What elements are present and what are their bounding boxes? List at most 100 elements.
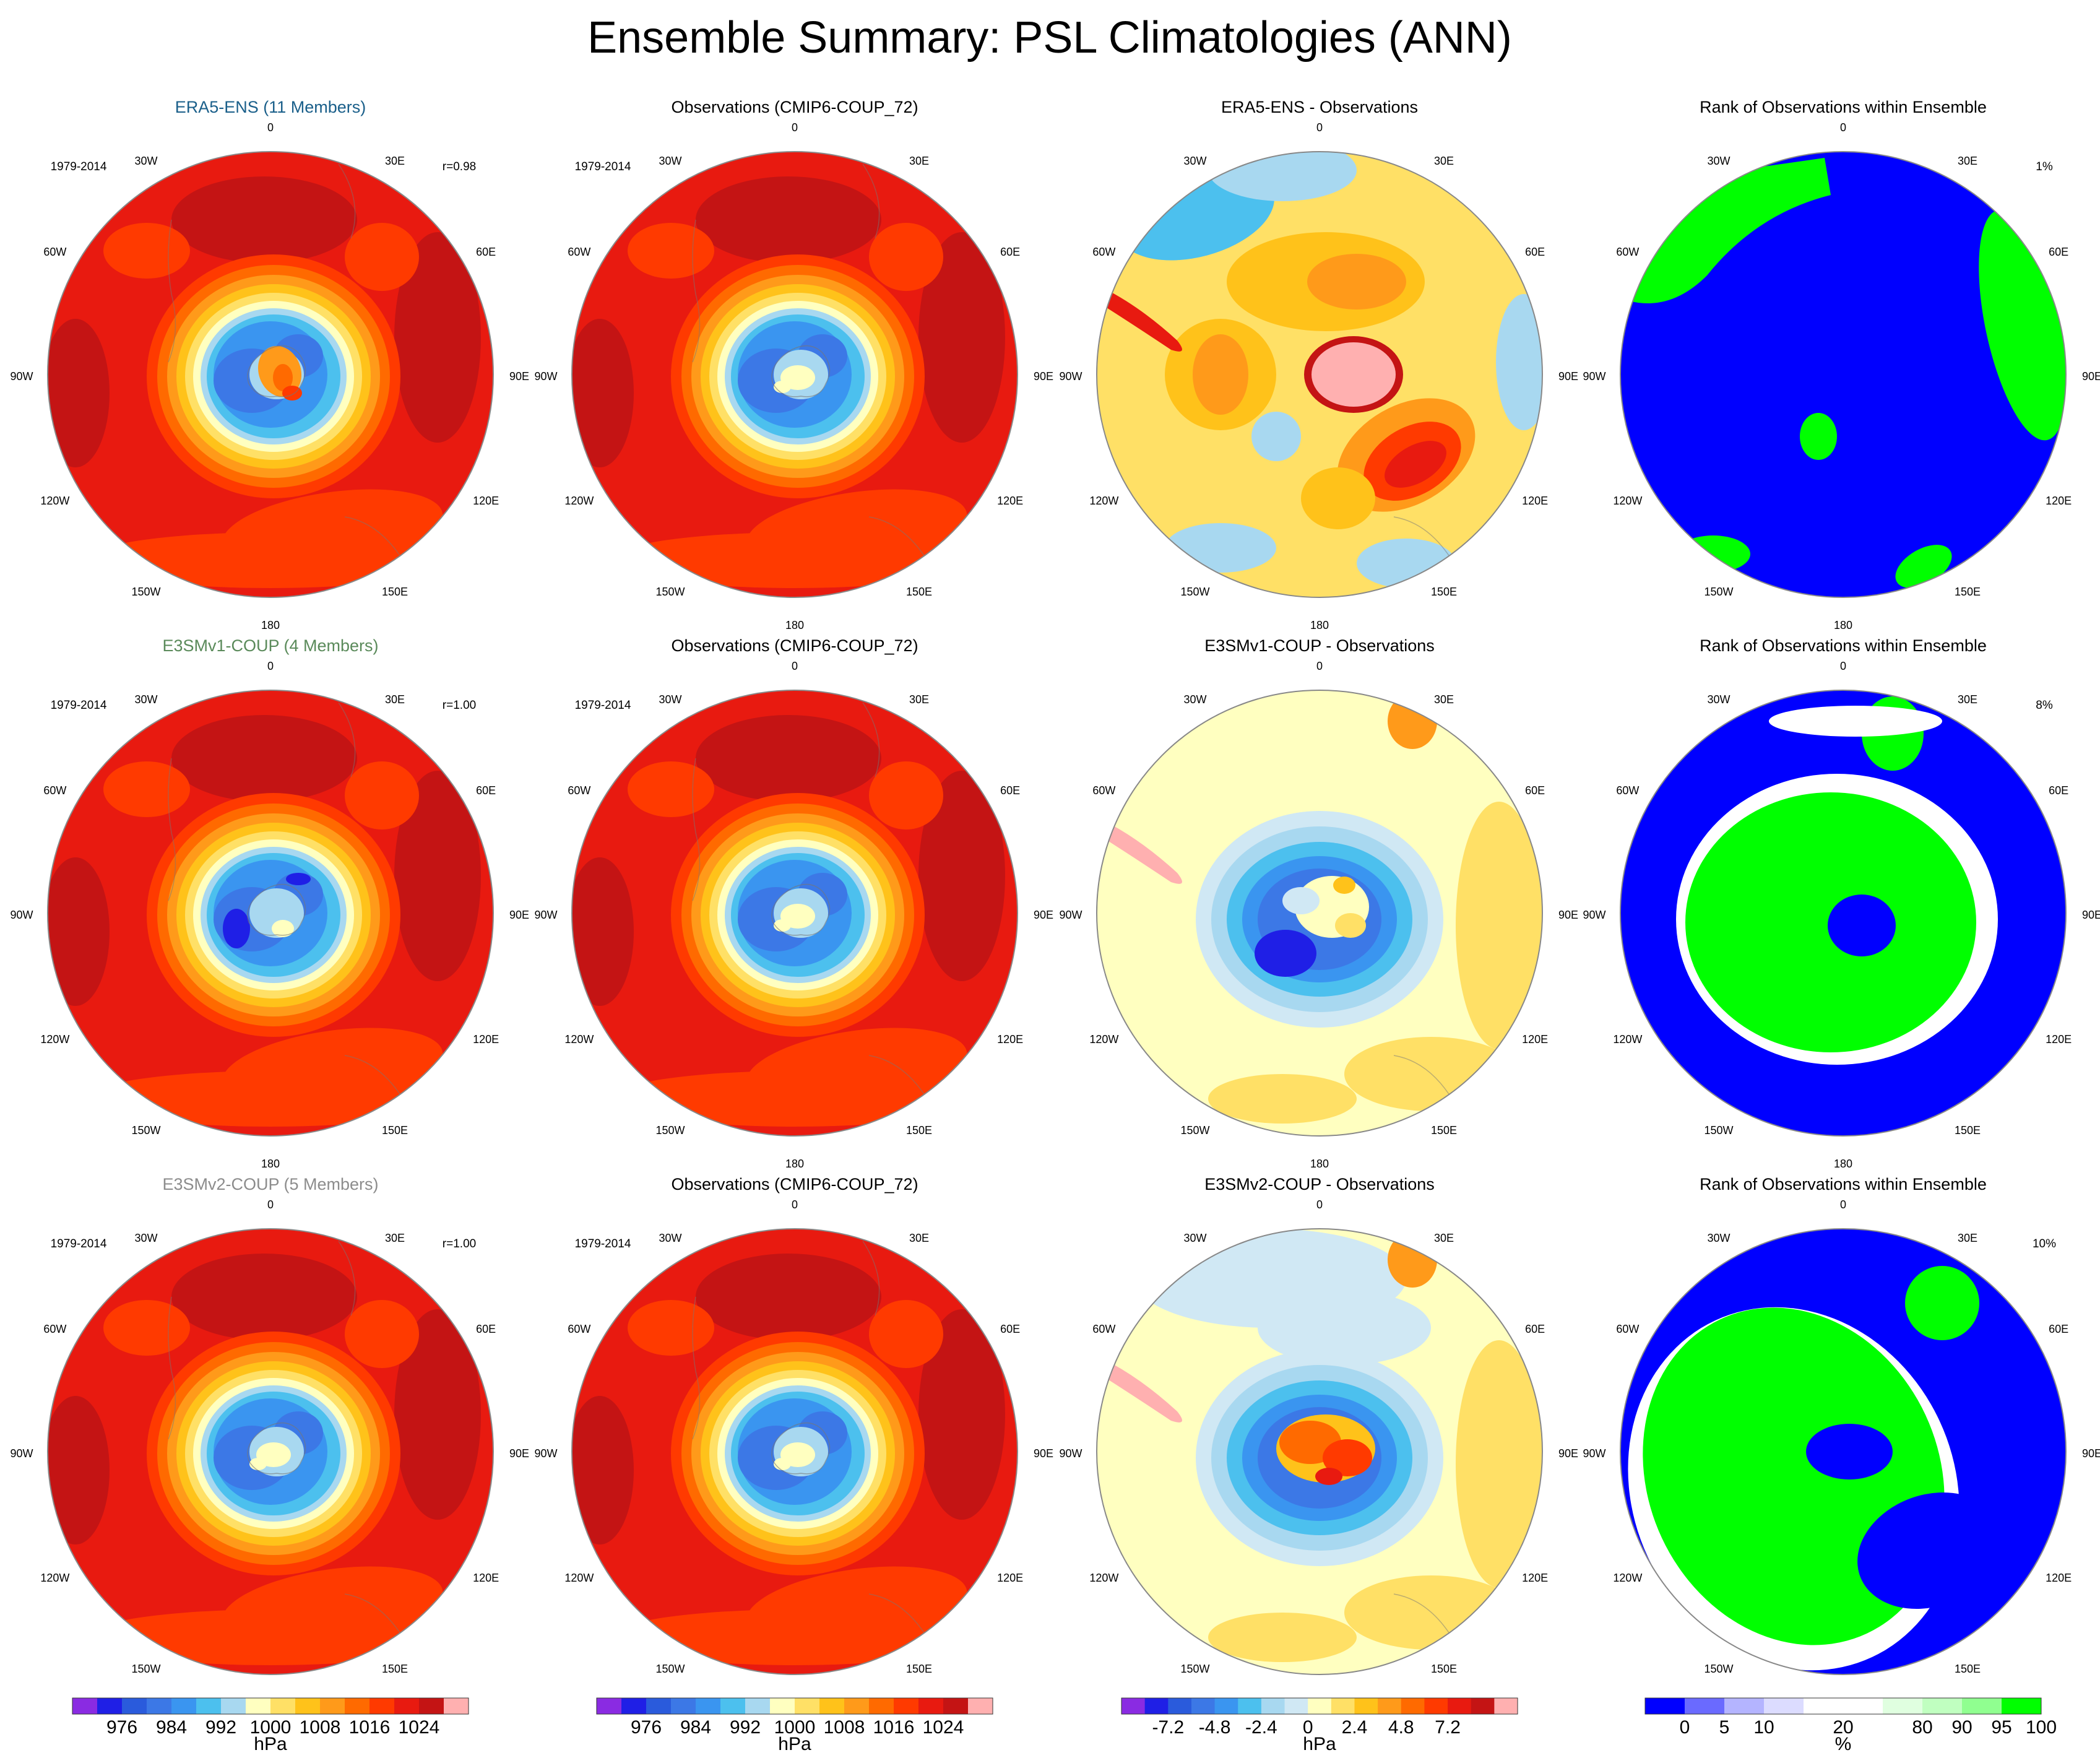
longitude-label: 150E: [1955, 586, 1981, 598]
polar-map: [1097, 152, 1542, 597]
longitude-label: 150E: [1431, 1663, 1457, 1675]
pressure-band: [103, 1300, 190, 1356]
colorbar-swatch: [696, 1698, 721, 1714]
longitude-label: 150W: [131, 1663, 160, 1675]
south-america-coastline: [168, 219, 176, 363]
africa-coastline: [862, 702, 880, 778]
pressure-band: [628, 223, 714, 279]
rank-percent-label: 1%: [2036, 160, 2053, 173]
longitude-label: 90E: [509, 909, 529, 921]
map-border: [47, 1228, 494, 1675]
colorbar-swatch: [2002, 1698, 2042, 1714]
pressure-band: [345, 223, 419, 291]
longitude-label: 0: [792, 121, 798, 134]
africa-coastline: [338, 1241, 356, 1316]
high-pressure-cell: [394, 771, 481, 981]
colorbar-tick-label: 2.4: [1342, 1717, 1368, 1738]
colorbar-swatch: [394, 1698, 420, 1714]
longitude-label: 0: [267, 1198, 274, 1211]
longitude-label: 0: [267, 121, 274, 134]
longitude-label: 90W: [534, 370, 557, 383]
colorbar-swatch: [869, 1698, 894, 1714]
longitude-label: 30E: [1958, 693, 1977, 706]
longitude-label: 30E: [909, 693, 929, 706]
colorbar-swatch: [597, 1698, 622, 1714]
high-pressure-cell: [171, 715, 357, 802]
longitude-label: 90E: [1034, 1447, 1053, 1460]
colorbar-3: -7.2 -4.8 -2.4 0 2.4 4.8 7.2 hPa: [1121, 1697, 1518, 1754]
colorbar-swatch: [1724, 1698, 1765, 1714]
panel-model-1: ERA5-ENS (11 Members) 0 30E 60E 90E 120E 150E 1…: [10, 98, 529, 631]
longitude-label: 150E: [906, 1663, 932, 1675]
panel-diff-3: E3SMv2-COUP - Observations 0 30E 60E 90E 120E…: [1059, 1175, 1578, 1709]
longitude-label: 90E: [1034, 909, 1053, 921]
longitude-label: 90W: [1583, 370, 1605, 383]
positive-anomaly: [1301, 467, 1375, 529]
colorbar-tick-label: 984: [680, 1717, 711, 1738]
colorbar-4: 0 5 10 20 80 90 95 100%: [1644, 1697, 2057, 1754]
longitude-label: 120W: [1089, 495, 1118, 507]
period-label: 1979-2014: [575, 160, 631, 173]
longitude-label: 150E: [906, 586, 932, 598]
rank-low-region: [1857, 1492, 2002, 1609]
longitude-label: 150E: [382, 1124, 408, 1137]
longitude-label: 90E: [509, 1447, 529, 1460]
longitude-label: 0: [792, 660, 798, 672]
polar-map: [48, 1229, 493, 1674]
south-america-coastline: [168, 758, 176, 901]
longitude-label: 90E: [1558, 1447, 1578, 1460]
colorbar-tick-label: 976: [106, 1717, 137, 1738]
pressure-band: [628, 1300, 714, 1356]
south-america-coastline: [692, 1296, 701, 1440]
rank-mid-region: [1769, 706, 1942, 737]
rank-high-region: [1800, 413, 1837, 460]
longitude-label: 150W: [1180, 1124, 1209, 1137]
antarctic-interior: [774, 1458, 791, 1470]
longitude-label: 60E: [476, 246, 496, 258]
south-america-coastline: [692, 219, 701, 363]
polar-map: [1097, 1229, 1542, 1674]
rank-low-region: [1620, 152, 2066, 597]
colorbar-swatch: [320, 1698, 345, 1714]
longitude-label: 30E: [1434, 155, 1454, 167]
colorbar-swatch: [646, 1698, 672, 1714]
longitude-label: 60E: [1525, 246, 1545, 258]
colorbar-swatch: [745, 1698, 771, 1714]
longitude-label: 90W: [10, 1447, 33, 1460]
high-pressure-cell: [171, 1254, 357, 1340]
longitude-label: 90W: [1059, 370, 1082, 383]
high-pressure-cell: [394, 1309, 481, 1520]
colorbar-unit: hPa: [254, 1734, 287, 1754]
map-border: [1620, 151, 2067, 598]
colorbar-frame: [1644, 1697, 2042, 1715]
longitude-label: 60W: [43, 1323, 66, 1335]
correlation-label: r=1.00: [443, 699, 476, 712]
andes-anomaly: [1100, 820, 1182, 884]
rank-percent-label: 8%: [2036, 699, 2053, 712]
panel-model-2: E3SMv1-COUP (4 Members) 0 30E 60E 90E 120E 150…: [10, 636, 529, 1170]
colorbar-swatch: [419, 1698, 444, 1714]
colorbar-unit: %: [1835, 1734, 1852, 1754]
colorbar-swatch: [246, 1698, 271, 1714]
longitude-label: 90E: [1558, 370, 1578, 383]
colorbar-swatch: [196, 1698, 222, 1714]
period-label: 1979-2014: [575, 699, 631, 712]
longitude-label: 60W: [1616, 1323, 1639, 1335]
longitude-label: 180: [261, 619, 280, 631]
colorbar-swatch: [819, 1698, 845, 1714]
map-border: [571, 1228, 1018, 1675]
map-border: [571, 151, 1018, 598]
map-border: [1096, 151, 1543, 598]
longitude-label: 120W: [1613, 1033, 1642, 1046]
pressure-band: [85, 1071, 456, 1127]
polar-map: [1097, 690, 1542, 1136]
colorbar-tick-label: -2.4: [1245, 1717, 1277, 1738]
colorbar-swatch: [795, 1698, 820, 1714]
colorbar-tick-label: 1000: [774, 1717, 816, 1738]
colorbar-tick-label: 0: [1303, 1717, 1313, 1738]
longitude-label: 60W: [568, 246, 590, 258]
colorbar-tick-label: 984: [156, 1717, 187, 1738]
colorbar-swatch: [1121, 1698, 1146, 1714]
antarctica-coastline: [247, 345, 306, 397]
